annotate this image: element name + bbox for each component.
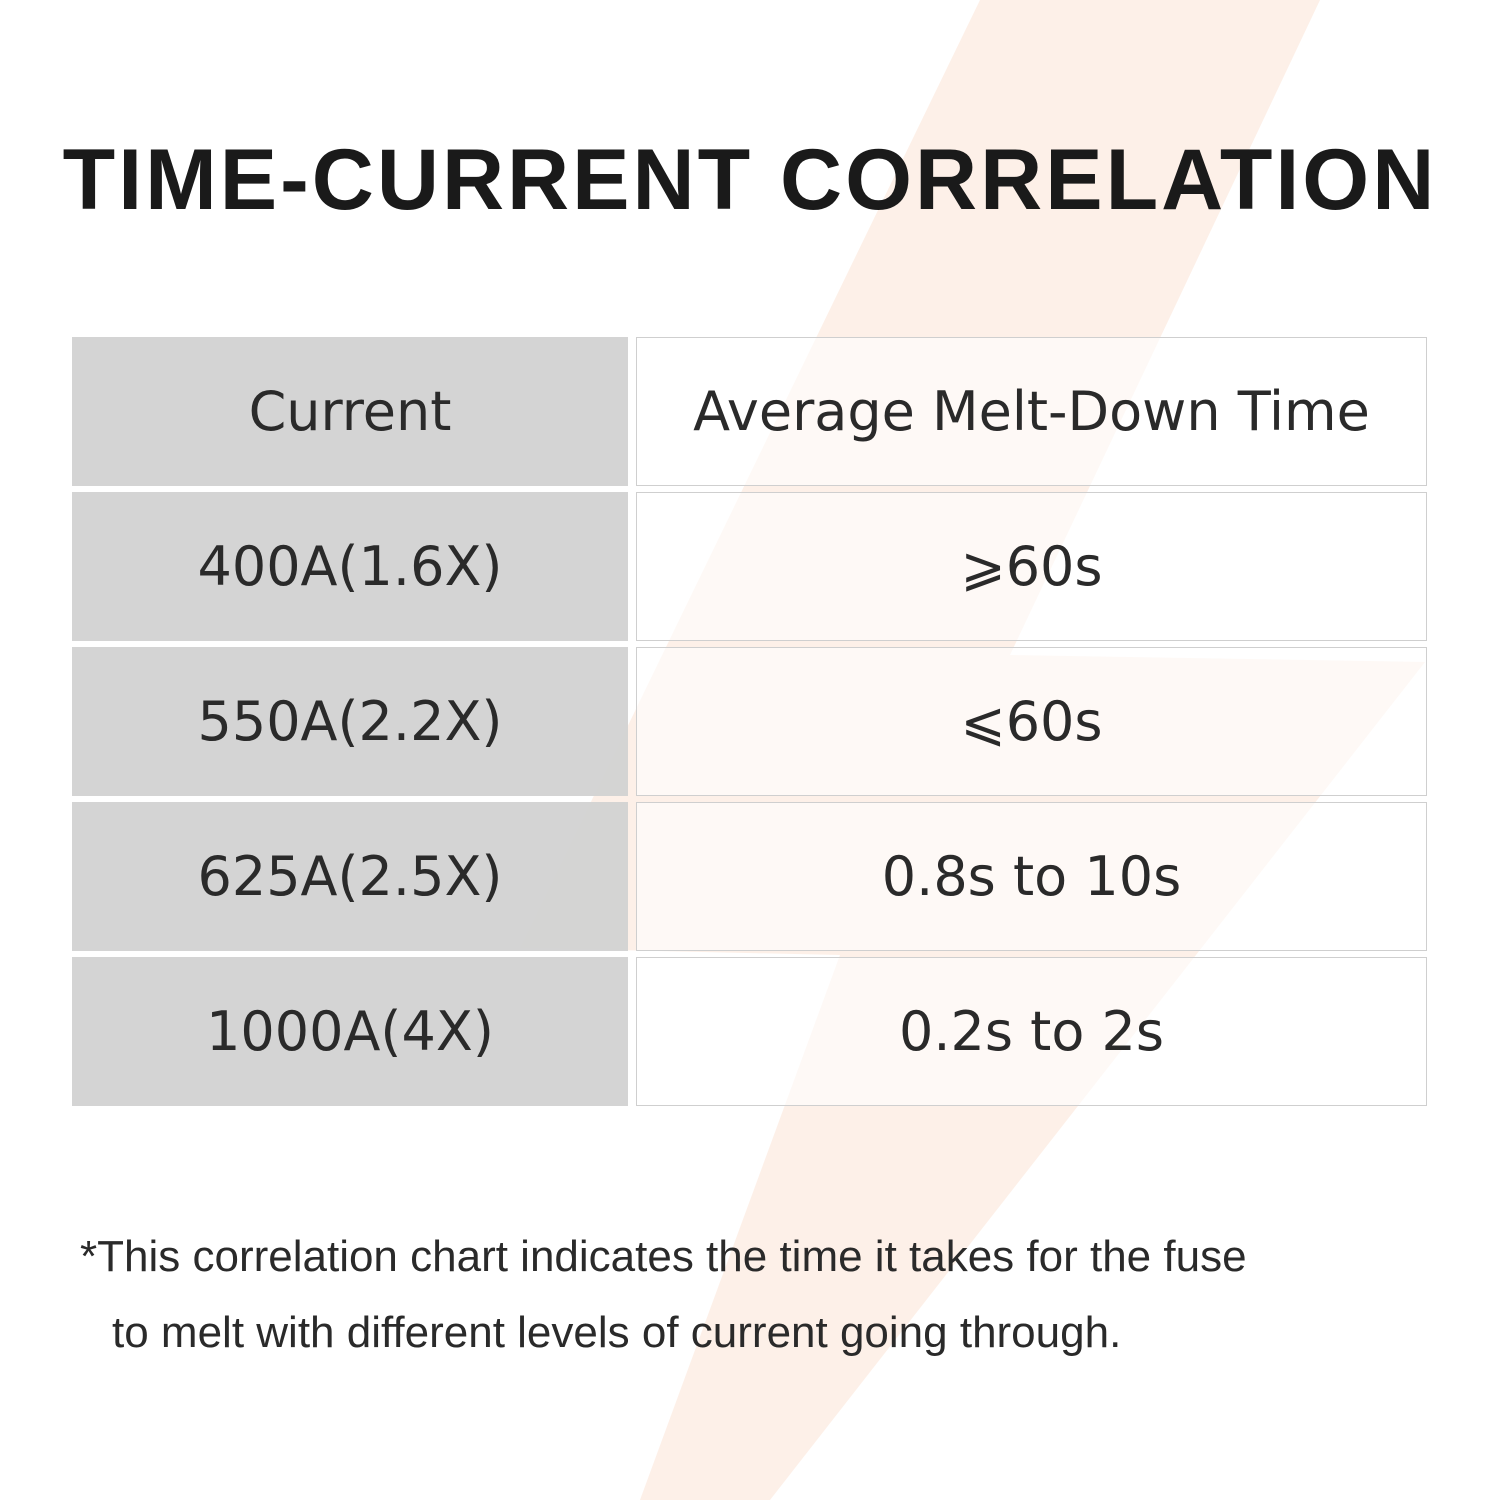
table-cell: 1000A(4X) — [72, 957, 628, 1106]
table-cell: 0.8s to 10s — [636, 802, 1427, 951]
title: TIME-CURRENT CORRELATION — [62, 132, 1438, 228]
note-line: *This correlation chart indicates the ti… — [80, 1232, 1247, 1281]
note-line: to melt with different levels of current… — [112, 1308, 1122, 1357]
table-cell: 0.2s to 2s — [636, 957, 1427, 1106]
table-cell: ⩽60s — [636, 647, 1427, 796]
header-cell: Current — [72, 337, 628, 486]
table-cell: 625A(2.5X) — [72, 802, 628, 951]
table-cell: ⩾60s — [636, 492, 1427, 641]
table-cell: 550A(2.2X) — [72, 647, 628, 796]
header-cell: Average Melt-Down Time — [636, 337, 1427, 486]
table-cell: 400A(1.6X) — [72, 492, 628, 641]
